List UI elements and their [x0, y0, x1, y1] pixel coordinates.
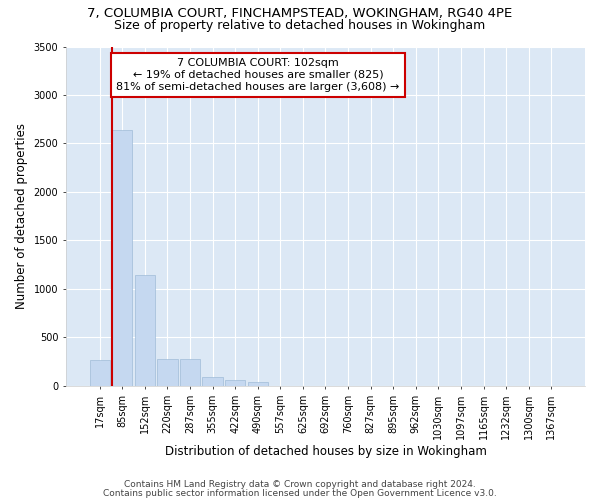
Text: 7 COLUMBIA COURT: 102sqm
← 19% of detached houses are smaller (825)
81% of semi-: 7 COLUMBIA COURT: 102sqm ← 19% of detach…	[116, 58, 400, 92]
Bar	[112, 130, 133, 386]
Bar	[89, 360, 110, 386]
Text: Contains HM Land Registry data © Crown copyright and database right 2024.: Contains HM Land Registry data © Crown c…	[124, 480, 476, 489]
Bar	[134, 276, 155, 386]
Text: Contains public sector information licensed under the Open Government Licence v3: Contains public sector information licen…	[103, 488, 497, 498]
Text: 7, COLUMBIA COURT, FINCHAMPSTEAD, WOKINGHAM, RG40 4PE: 7, COLUMBIA COURT, FINCHAMPSTEAD, WOKING…	[88, 8, 512, 20]
X-axis label: Distribution of detached houses by size in Wokingham: Distribution of detached houses by size …	[164, 444, 487, 458]
Text: Size of property relative to detached houses in Wokingham: Size of property relative to detached ho…	[115, 19, 485, 32]
Bar	[180, 358, 200, 386]
Bar	[225, 380, 245, 386]
Bar	[248, 382, 268, 386]
Y-axis label: Number of detached properties: Number of detached properties	[15, 123, 28, 309]
Bar	[157, 358, 178, 386]
Bar	[202, 377, 223, 386]
